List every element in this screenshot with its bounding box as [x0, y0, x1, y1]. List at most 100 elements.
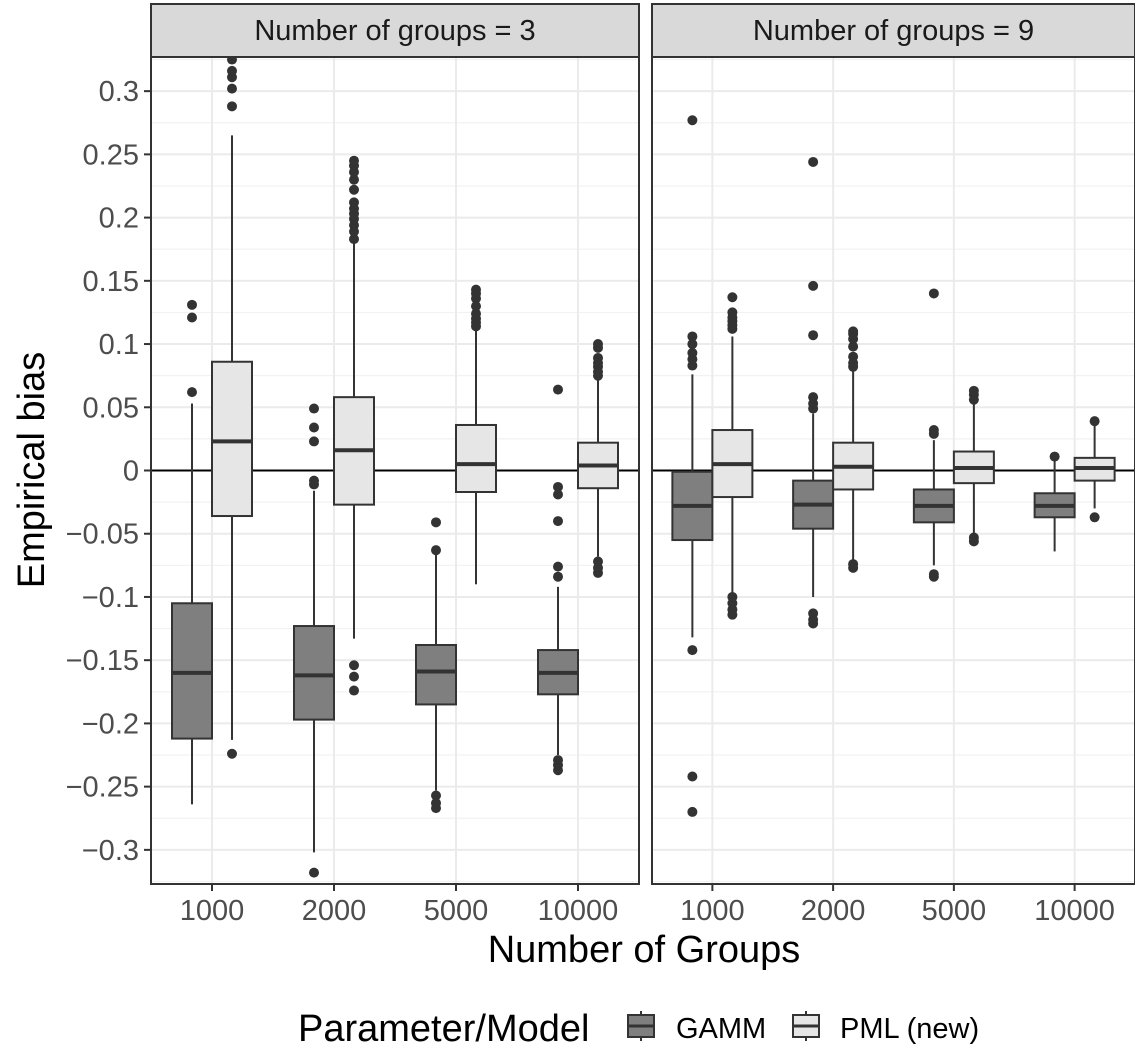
- outlier-point: [431, 545, 441, 556]
- y-tick-label: −0.3: [82, 835, 139, 867]
- outlier-point: [227, 748, 237, 759]
- y-tick-label: 0.05: [83, 392, 139, 424]
- outlier-point: [687, 645, 698, 656]
- outlier-point: [471, 284, 481, 295]
- outlier-point: [431, 798, 441, 809]
- outlier-point: [309, 436, 319, 447]
- legend-entry-label: PML (new): [840, 1013, 979, 1045]
- facet-panel: Number of groups = 9 1000 2000 5000 10000: [651, 3, 1135, 927]
- y-tick-label: 0.1: [99, 329, 139, 361]
- outlier-point: [349, 155, 359, 166]
- outlier-point: [727, 307, 738, 318]
- outlier-point: [593, 339, 603, 350]
- box: [211, 360, 253, 518]
- outlier-point: [309, 403, 319, 414]
- y-axis: 0.3 0.25 0.2 0.15 0.1 0.05 0 −0.05 −0.1 −0.15 −0.2…: [66, 76, 151, 867]
- outlier-point: [349, 174, 359, 185]
- outlier-point: [1049, 451, 1060, 462]
- box: [415, 644, 457, 706]
- outlier-point: [687, 771, 698, 782]
- y-tick-label: 0.3: [99, 76, 139, 108]
- outlier-point: [808, 330, 819, 341]
- facet-title: Number of groups = 9: [753, 15, 1034, 47]
- y-tick-label: 0.15: [83, 266, 139, 298]
- outlier-point: [553, 561, 563, 572]
- outlier-point: [187, 387, 197, 398]
- outlier-point: [309, 422, 319, 433]
- y-tick-label: −0.1: [82, 582, 139, 614]
- outlier-point: [309, 475, 319, 486]
- x-tick-label: 5000: [424, 895, 489, 927]
- outlier-point: [968, 385, 979, 396]
- y-tick-label: 0.2: [99, 203, 139, 235]
- y-tick-label: −0.05: [66, 519, 139, 551]
- x-tick-label: 2000: [302, 895, 367, 927]
- box: [293, 625, 335, 721]
- outlier-point: [431, 790, 441, 801]
- outlier-point: [553, 384, 563, 395]
- outlier-point: [808, 280, 819, 291]
- x-tick-label: 10000: [538, 895, 619, 927]
- x-tick-label: 1000: [180, 895, 245, 927]
- x-tick-label: 1000: [680, 895, 745, 927]
- x-tick-label: 5000: [922, 895, 987, 927]
- outlier-point: [553, 571, 563, 582]
- facet-title: Number of groups = 3: [254, 15, 535, 47]
- outlier-point: [431, 517, 441, 528]
- legend-entry-label: GAMM: [676, 1013, 766, 1045]
- outlier-point: [553, 516, 563, 527]
- outlier-point: [349, 660, 359, 671]
- facet-strip: [651, 3, 1135, 58]
- outlier-point: [848, 559, 859, 570]
- outlier-point: [553, 481, 563, 492]
- outlier-point: [848, 326, 859, 337]
- outlier-point: [471, 301, 481, 312]
- y-tick-label: 0.25: [83, 139, 139, 171]
- outlier-point: [687, 339, 698, 350]
- outlier-point: [349, 685, 359, 696]
- facet-panel: Number of groups = 3 1000 2000 5000 10000: [150, 3, 640, 927]
- outlier-point: [687, 347, 698, 358]
- outlier-point: [808, 392, 819, 403]
- outlier-point: [968, 532, 979, 543]
- outlier-point: [227, 83, 237, 94]
- outlier-point: [848, 341, 859, 352]
- outlier-point: [471, 308, 481, 319]
- outlier-point: [227, 65, 237, 76]
- outlier-point: [928, 569, 939, 580]
- outlier-point: [187, 299, 197, 310]
- outlier-point: [727, 292, 738, 303]
- outlier-point: [553, 489, 563, 500]
- outlier-point: [848, 351, 859, 362]
- facet-strip: [150, 3, 640, 58]
- outlier-point: [593, 352, 603, 363]
- outlier-point: [1089, 512, 1100, 523]
- outlier-point: [187, 312, 197, 323]
- y-tick-label: −0.25: [66, 772, 139, 804]
- legend-title: Parameter/Model: [298, 1008, 589, 1050]
- outlier-point: [928, 425, 939, 436]
- outlier-point: [349, 184, 359, 195]
- outlier-point: [349, 234, 359, 245]
- outlier-point: [553, 755, 563, 766]
- y-tick-label: −0.2: [82, 708, 139, 740]
- outlier-point: [593, 556, 603, 567]
- outlier-point: [687, 806, 698, 817]
- outlier-point: [309, 867, 319, 878]
- outlier-point: [727, 591, 738, 602]
- x-tick-label: 2000: [801, 895, 866, 927]
- x-axis-label: Number of Groups: [488, 929, 801, 971]
- y-tick-label: 0: [123, 456, 139, 488]
- box: [455, 423, 497, 493]
- y-axis-label: Empirical bias: [11, 352, 53, 589]
- outlier-point: [349, 197, 359, 208]
- y-tick-label: −0.15: [66, 645, 139, 677]
- outlier-point: [687, 331, 698, 342]
- outlier-point: [928, 288, 939, 299]
- outlier-point: [227, 101, 237, 112]
- outlier-point: [687, 115, 698, 126]
- x-tick-label: 10000: [1034, 895, 1115, 927]
- outlier-point: [808, 608, 819, 619]
